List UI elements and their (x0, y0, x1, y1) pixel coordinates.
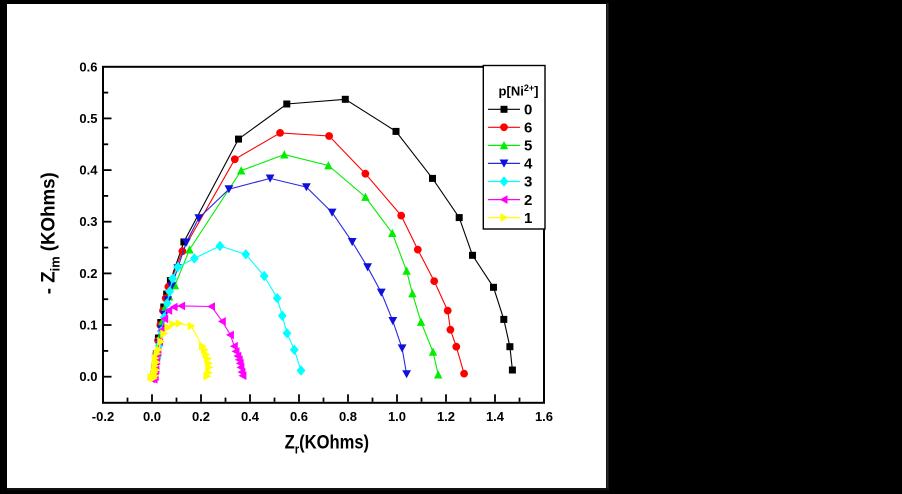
svg-text:1: 1 (524, 210, 532, 227)
svg-text:0.0: 0.0 (143, 409, 161, 424)
svg-text:1.4: 1.4 (486, 409, 505, 424)
svg-text:0.5: 0.5 (79, 111, 97, 126)
svg-text:1.2: 1.2 (437, 409, 455, 424)
svg-text:6: 6 (524, 120, 532, 137)
svg-text:1.6: 1.6 (535, 409, 553, 424)
svg-text:0.0: 0.0 (79, 369, 97, 384)
svg-text:0: 0 (524, 102, 532, 119)
svg-text:0.4: 0.4 (241, 409, 260, 424)
svg-text:1.0: 1.0 (388, 409, 406, 424)
svg-text:3: 3 (524, 174, 532, 191)
svg-text:Zr(KOhms): Zr(KOhms) (285, 432, 370, 456)
svg-text:0.2: 0.2 (192, 409, 210, 424)
svg-text:5: 5 (524, 138, 532, 155)
svg-text:-0.2: -0.2 (92, 409, 114, 424)
svg-text:- Zim (KOhms): - Zim (KOhms) (39, 172, 63, 294)
svg-text:0.1: 0.1 (79, 318, 97, 333)
svg-text:0.2: 0.2 (79, 266, 97, 281)
svg-text:4: 4 (524, 156, 533, 173)
svg-text:0.4: 0.4 (79, 163, 98, 178)
svg-text:0.6: 0.6 (79, 59, 97, 74)
svg-text:2: 2 (524, 192, 532, 209)
svg-text:0.3: 0.3 (79, 214, 97, 229)
svg-text:0.8: 0.8 (339, 409, 357, 424)
svg-text:0.6: 0.6 (290, 409, 308, 424)
